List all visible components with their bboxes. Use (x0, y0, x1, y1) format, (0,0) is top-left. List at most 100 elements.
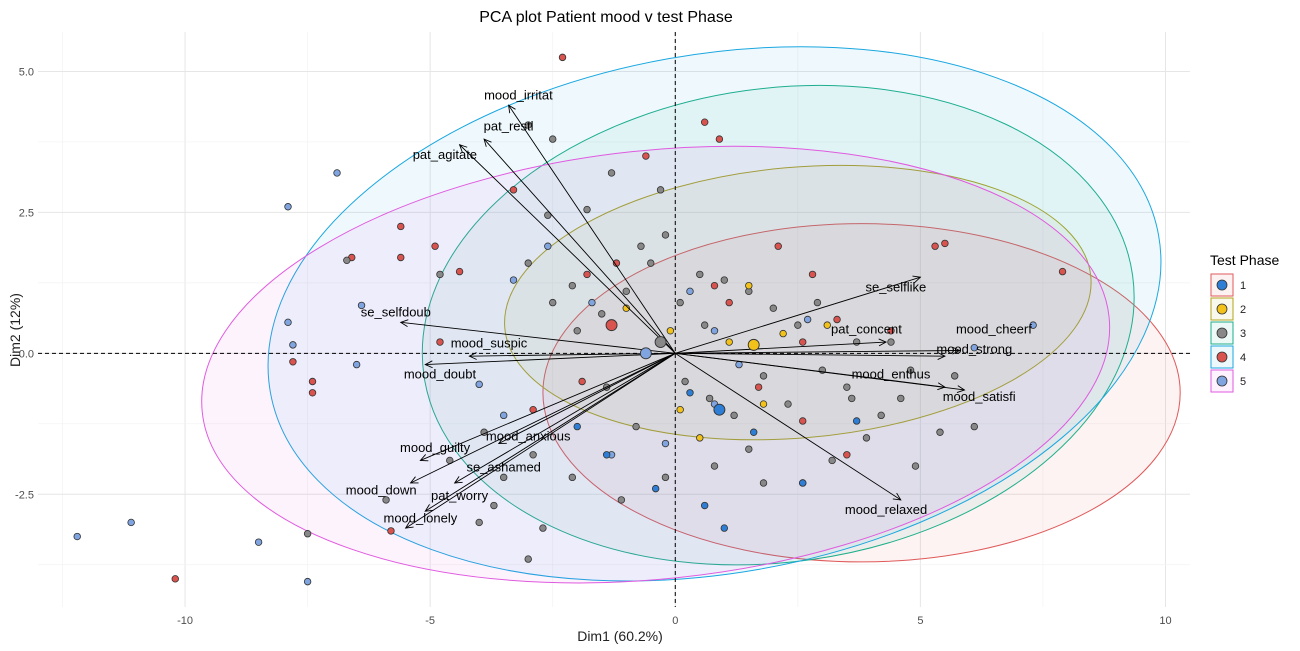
data-point-group-4 (397, 222, 405, 231)
arrowhead-mood_relaxed (892, 492, 902, 501)
data-point-group-5 (284, 318, 292, 327)
arrowhead-pat_agitate (458, 144, 468, 153)
variable-label-mood_guilty: mood_guilty (400, 440, 471, 455)
arrow-pat_restl (483, 138, 676, 354)
data-point-group-4 (941, 239, 949, 248)
data-point-group-3 (696, 270, 704, 279)
data-point-group-3 (549, 298, 557, 307)
data-point-group-5 (352, 360, 361, 369)
x-tick-label: 5 (917, 615, 923, 627)
ellipse-group-1 (542, 223, 1181, 563)
data-point-group-4 (754, 383, 763, 391)
centroid-group-1 (713, 403, 726, 416)
ellipse-group-2 (504, 164, 1092, 441)
arrowhead-mood_cheerf (952, 346, 961, 355)
data-point-group-4 (455, 267, 464, 276)
data-point-group-3 (568, 473, 577, 482)
data-point-group-4 (799, 338, 807, 346)
zero-lines (38, 32, 1190, 607)
data-point-group-2 (823, 321, 831, 329)
legend-label-1: 1 (1240, 280, 1246, 292)
data-point-group-3 (647, 259, 655, 267)
legend-title: Test Phase (1210, 252, 1279, 268)
arrowhead-pat_concent (878, 338, 888, 347)
data-point-group-5 (500, 411, 508, 420)
data-point-group-4 (887, 327, 895, 335)
x-axis-title: Dim1 (60.2%) (577, 628, 663, 644)
data-point-group-4 (700, 118, 709, 126)
ellipse-group-4 (267, 46, 1162, 582)
data-point-group-3 (573, 327, 581, 335)
variable-label-pat_agitate: pat_agitate (413, 147, 477, 162)
arrow-mood_lonely (405, 352, 676, 529)
centroid-group-2 (747, 338, 760, 351)
arrowhead-mood_down (409, 476, 419, 484)
arrowhead-mood_lonely (404, 521, 414, 529)
arrow-mood_strong (675, 352, 945, 357)
arrowhead-mood_strong (937, 352, 946, 360)
data-point-group-4 (843, 451, 851, 459)
data-point-group-3 (607, 169, 616, 177)
data-point-group-3 (700, 321, 709, 329)
arrowhead-pat_worry (424, 504, 434, 512)
data-point-group-3 (828, 456, 836, 465)
legend-marker-5 (1216, 375, 1228, 387)
data-point-group-1 (651, 484, 660, 493)
centroid-group-3 (654, 336, 667, 348)
data-point-group-3 (524, 121, 532, 129)
data-point-group-2 (696, 434, 704, 442)
arrow-se_selfdoub (400, 321, 676, 354)
data-point-group-3 (720, 276, 728, 284)
panel-background (38, 32, 1190, 607)
variable-label-mood_satisfi: mood_satisfi (943, 389, 1016, 404)
data-point-group-2 (666, 327, 675, 335)
data-point-group-5 (357, 301, 366, 310)
y-tick-label: 2.5 (19, 207, 34, 219)
data-point-group-3 (524, 555, 532, 563)
data-point-group-5 (289, 341, 297, 349)
arrow-pat_concent (675, 341, 887, 354)
data-point-group-5 (333, 169, 341, 177)
data-point-group-4 (774, 242, 782, 250)
variable-label-pat_restl: pat_restl (484, 119, 534, 134)
data-point-group-4 (431, 242, 439, 250)
data-point-group-3 (382, 496, 390, 504)
data-point-group-3 (529, 451, 537, 459)
arrowhead-mood_doubt (424, 360, 433, 369)
data-point-group-5 (254, 538, 263, 546)
data-point-group-5 (284, 203, 292, 211)
group-centroids (605, 319, 760, 416)
data-point-group-5 (303, 577, 312, 586)
data-point-group-3 (617, 496, 626, 504)
data-point-group-5 (710, 327, 719, 335)
data-point-group-3 (343, 256, 351, 265)
data-point-group-3 (676, 298, 684, 307)
data-point-group-3 (583, 205, 591, 214)
data-point-group-2 (725, 338, 733, 346)
data-point-group-1 (700, 501, 709, 510)
variable-label-mood_enthus: mood_enthus (852, 367, 931, 382)
data-point-group-4 (1058, 267, 1067, 276)
ellipse-group-3 (421, 84, 1135, 566)
data-point-group-3 (759, 479, 768, 487)
variable-label-mood_relaxed: mood_relaxed (845, 502, 927, 517)
variable-label-pat_worry: pat_worry (431, 488, 489, 503)
data-point-group-4 (833, 315, 841, 324)
data-point-group-3 (906, 366, 915, 374)
data-point-group-3 (681, 377, 689, 386)
arrowhead-mood_guilty (419, 454, 429, 462)
data-point-group-3 (490, 501, 498, 510)
data-point-group-3 (500, 473, 508, 482)
data-point-group-4 (308, 389, 317, 397)
data-point-group-4 (715, 135, 724, 143)
legend-label-3: 3 (1240, 328, 1246, 340)
data-point-group-4 (725, 298, 733, 307)
legend-marker-3 (1216, 327, 1228, 339)
arrowhead-se_selfdoub (399, 319, 409, 327)
variable-label-mood_anxious: mood_anxious (486, 429, 571, 444)
legend-label-2: 2 (1240, 304, 1246, 316)
data-point-group-3 (813, 298, 822, 307)
data-point-group-5 (970, 343, 979, 352)
data-point-group-3 (632, 422, 640, 431)
data-point-group-4 (289, 358, 297, 366)
